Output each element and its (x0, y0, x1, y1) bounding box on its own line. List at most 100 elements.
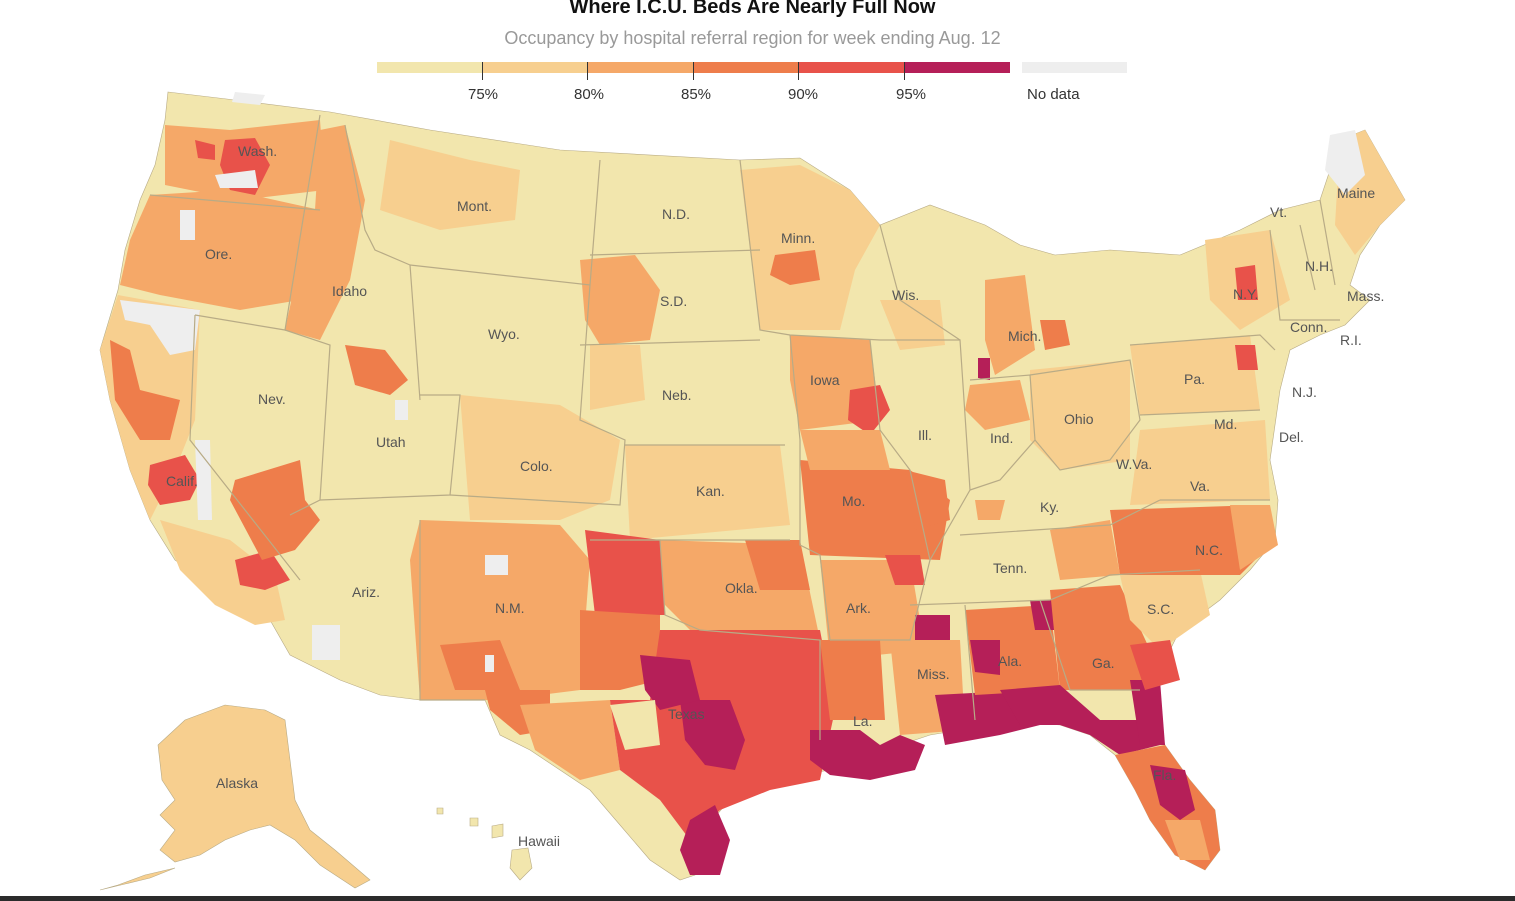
alaska (157, 704, 371, 889)
state-label-il: Ill. (918, 427, 932, 443)
no-data-patch (485, 555, 508, 575)
region-neb-west (590, 345, 645, 410)
us-icu-occupancy-map: Wash. Ore. Calif. Nev. Idaho Mont. Wyo. … (99, 91, 1406, 891)
state-label-ri: R.I. (1340, 332, 1362, 348)
region-albany (1235, 265, 1258, 300)
region-pa (1130, 335, 1260, 415)
state-label-nd: N.D. (662, 206, 690, 222)
state-border (284, 329, 331, 516)
state-label-nj: N.J. (1292, 384, 1317, 400)
hawaii-islands (436, 807, 533, 881)
state-label-ca: Calif. (166, 473, 198, 489)
footer-bar (0, 896, 1515, 901)
hospital-referral-regions (100, 120, 1405, 875)
state-border (449, 284, 626, 506)
state-border (189, 314, 301, 581)
state-border (909, 569, 1201, 606)
state-border (830, 339, 931, 641)
region-sc-coast (1130, 640, 1180, 690)
region-mn (740, 165, 880, 330)
legend-tick-label: 90% (787, 86, 819, 103)
region-kansas (625, 445, 790, 540)
state-label-co: Colo. (520, 458, 553, 474)
state-label-mo: Mo. (842, 493, 865, 509)
state-label-md: Md. (1214, 416, 1237, 432)
state-border (419, 520, 485, 701)
region-wisconsin-south (880, 300, 945, 350)
state-label-ak: Alaska (216, 775, 258, 791)
legend-tick-label: 85% (680, 86, 712, 103)
region-st-louis (905, 470, 950, 530)
state-label-tn: Tenn. (993, 560, 1027, 576)
state-border (589, 249, 761, 256)
region-pa-east (1235, 345, 1258, 370)
alaska-aleutians (99, 867, 176, 891)
region-dallas (680, 700, 745, 770)
state-label-ky: Ky. (1040, 499, 1059, 515)
legend-tick-label: 80% (573, 86, 605, 103)
region-nm-south (440, 640, 520, 690)
state-border (590, 539, 821, 740)
region-jacksonville (1130, 680, 1165, 745)
state-label-nv: Nev. (258, 391, 286, 407)
state-labels: Wash. Ore. Calif. Nev. Idaho Mont. Wyo. … (166, 143, 1384, 849)
state-label-vt: Vt. (1270, 204, 1287, 220)
legend-swatch-80-85 (587, 62, 693, 73)
state-label-ne: Neb. (662, 387, 692, 403)
legend-swatch-85-90 (693, 62, 798, 73)
state-borders (149, 114, 1340, 740)
state-label-nm: N.M. (495, 600, 525, 616)
legend-tick (587, 62, 588, 80)
state-label-ok: Okla. (725, 580, 758, 596)
state-label-mt: Mont. (457, 198, 492, 214)
no-data-patch (215, 170, 258, 188)
region-idaho (285, 125, 365, 340)
state-label-hi: Hawaii (518, 833, 560, 849)
region-ohio (1030, 360, 1130, 470)
state-label-nh: N.H. (1305, 258, 1333, 274)
legend-tick (904, 62, 905, 80)
no-data-patch (180, 210, 195, 240)
state-label-ga: Ga. (1092, 655, 1115, 671)
region-indiana (965, 380, 1030, 430)
region-tn (1050, 520, 1120, 580)
legend-swatch-below-75 (377, 62, 482, 73)
state-label-fl: Fla. (1153, 767, 1176, 783)
region-orlando (1150, 765, 1195, 820)
state-label-wv: W.Va. (1116, 456, 1152, 472)
state-border (579, 339, 761, 346)
state-label-ma: Mass. (1347, 288, 1384, 304)
no-data-patch (395, 400, 408, 420)
state-border (319, 394, 461, 501)
legend-swatch-95-plus (904, 62, 1010, 73)
region-fl-panhandle (1000, 685, 1160, 755)
region-nc-east (1230, 505, 1278, 570)
region-montana-north (380, 140, 520, 230)
region-georgia (1050, 585, 1150, 690)
state-label-in: Ind. (990, 430, 1013, 446)
map-subtitle: Occupancy by hospital referral region fo… (504, 28, 1001, 48)
region-oregon-west (120, 190, 320, 310)
region-tx-coast-south (680, 805, 730, 875)
no-data-patch (232, 92, 265, 105)
legend-swatch-90-95 (798, 62, 904, 73)
state-label-mn: Minn. (781, 230, 815, 246)
state-label-id: Idaho (332, 283, 367, 299)
state-label-ks: Kan. (696, 483, 725, 499)
no-data-patch (312, 625, 340, 660)
region-idaho-se (345, 345, 408, 395)
region-miss-north (915, 615, 950, 640)
no-data-patch (120, 300, 200, 355)
state-label-wy: Wyo. (488, 326, 520, 342)
state-border (739, 159, 881, 341)
legend: 75% 80% 85% 90% 95% No data (0, 0, 1515, 110)
state-border (344, 124, 421, 401)
state-label-wi: Wis. (892, 287, 919, 303)
state-label-ar: Ark. (846, 600, 871, 616)
no-data-patch (485, 655, 494, 672)
state-label-wa: Wash. (238, 143, 277, 159)
region-okla-east (745, 540, 810, 590)
state-label-ny: N.Y. (1233, 286, 1258, 302)
state-label-pa: Pa. (1184, 371, 1205, 387)
legend-tick-label: 95% (895, 86, 927, 103)
